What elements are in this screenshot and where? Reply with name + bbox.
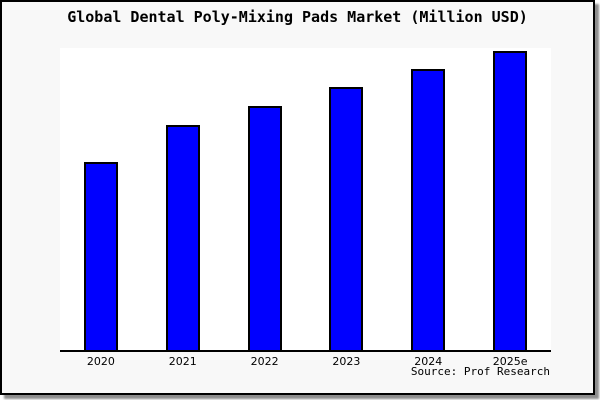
source-credit: Source: Prof Research <box>410 365 550 378</box>
chart-title: Global Dental Poly-Mixing Pads Market (M… <box>67 8 528 26</box>
bar-2021 <box>166 125 200 350</box>
chart-card: Global Dental Poly-Mixing Pads Market (M… <box>0 0 595 395</box>
plot-area <box>60 48 551 352</box>
bar-2024 <box>411 69 445 350</box>
bar-2020 <box>84 162 118 350</box>
bar-2022 <box>248 106 282 350</box>
bar-2025e <box>493 51 527 350</box>
bar-2023 <box>329 87 363 350</box>
